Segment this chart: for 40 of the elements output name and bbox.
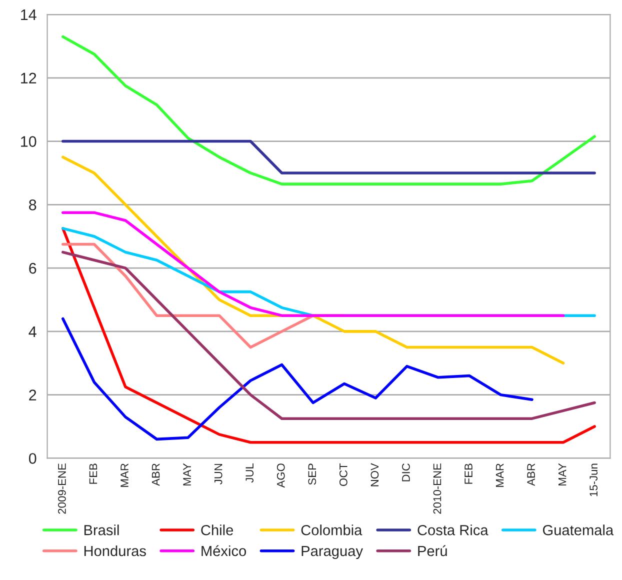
x-tick-label: ABR [152,464,160,486]
y-tick-label: 10 [21,136,36,147]
x-tick-label: 2009-ENE [58,464,66,514]
legend-label: Paraguay [302,546,363,560]
line-series [62,250,596,420]
y-tick-label: 0 [28,453,36,464]
x-tick-label: NOV [370,463,379,486]
x-tick-label: OCT [339,463,348,486]
x-tick-label: FEB [89,464,98,484]
line-series [62,35,596,186]
x-tick-label: DIC [402,463,410,482]
line-series [62,227,596,444]
line-series [62,211,565,317]
x-tick-label: ABR [527,464,535,486]
x-tick-label: 15-Jun [590,464,598,496]
x-tick-label: 2010-ENE [433,464,442,514]
y-tick-label: 12 [21,72,36,84]
x-tick-label: JUN [214,464,222,484]
x-tick-label: MAR [120,464,128,487]
x-tick-label: FEB [464,464,472,484]
legend-label: Brasil [84,524,119,536]
legend-label: Colombia [301,524,362,536]
legend-label: Guatemala [542,524,614,536]
y-tick-label: 8 [29,200,36,210]
line-series [62,317,534,441]
y-tick-label: 14 [21,10,36,20]
y-tick-label: 4 [28,326,36,337]
x-tick-label: SEP [308,464,316,485]
x-tick-label: MAY [183,463,191,486]
legend-label: Costa Rica [418,524,488,536]
y-tick-label: 2 [29,390,36,400]
legend-label: México [202,545,246,556]
legend-label: Perú [418,545,447,556]
x-tick-label: AGO [276,464,285,488]
legend-label: Chile [201,524,234,536]
x-tick-label: JUL [246,463,254,483]
x-tick-label: MAY [558,463,566,486]
x-tick-label: MAR [496,464,504,487]
legend-label: Honduras [84,545,146,556]
y-tick-label: 6 [29,262,36,274]
